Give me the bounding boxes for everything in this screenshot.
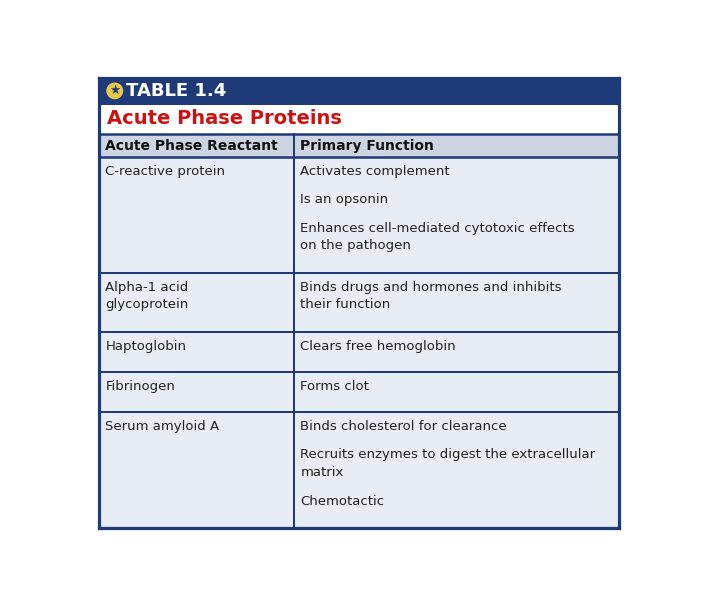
Bar xyxy=(100,78,619,104)
Text: Binds drugs and hormones and inhibits
their function: Binds drugs and hormones and inhibits th… xyxy=(301,281,562,311)
Text: Is an opsonin: Is an opsonin xyxy=(301,193,388,206)
Bar xyxy=(100,157,619,273)
Text: Acute Phase Reactant: Acute Phase Reactant xyxy=(105,139,278,153)
Bar xyxy=(100,134,619,157)
Text: Chemotactic: Chemotactic xyxy=(301,496,385,508)
Bar xyxy=(100,332,619,372)
Text: Primary Function: Primary Function xyxy=(301,139,435,153)
Text: Forms clot: Forms clot xyxy=(301,380,369,393)
Text: Recruits enzymes to digest the extracellular
matrix: Recruits enzymes to digest the extracell… xyxy=(301,448,596,479)
Text: Fibrinogen: Fibrinogen xyxy=(105,380,175,393)
Bar xyxy=(100,372,619,412)
Text: Acute Phase Proteins: Acute Phase Proteins xyxy=(107,109,342,128)
Text: Enhances cell-mediated cytotoxic effects
on the pathogen: Enhances cell-mediated cytotoxic effects… xyxy=(301,222,575,252)
Text: Clears free hemoglobin: Clears free hemoglobin xyxy=(301,340,456,353)
Circle shape xyxy=(107,83,123,98)
Text: Haptoglobin: Haptoglobin xyxy=(105,340,186,353)
Text: TABLE 1.4: TABLE 1.4 xyxy=(126,82,226,100)
Text: Serum amyloid A: Serum amyloid A xyxy=(105,420,219,433)
Text: Alpha-1 acid
glycoprotein: Alpha-1 acid glycoprotein xyxy=(105,281,189,311)
Bar xyxy=(100,273,619,332)
Text: C-reactive protein: C-reactive protein xyxy=(105,165,226,178)
Text: Activates complement: Activates complement xyxy=(301,165,450,178)
Bar xyxy=(100,412,619,528)
Bar xyxy=(100,104,619,134)
Text: ★: ★ xyxy=(109,85,121,97)
Text: Binds cholesterol for clearance: Binds cholesterol for clearance xyxy=(301,420,507,433)
